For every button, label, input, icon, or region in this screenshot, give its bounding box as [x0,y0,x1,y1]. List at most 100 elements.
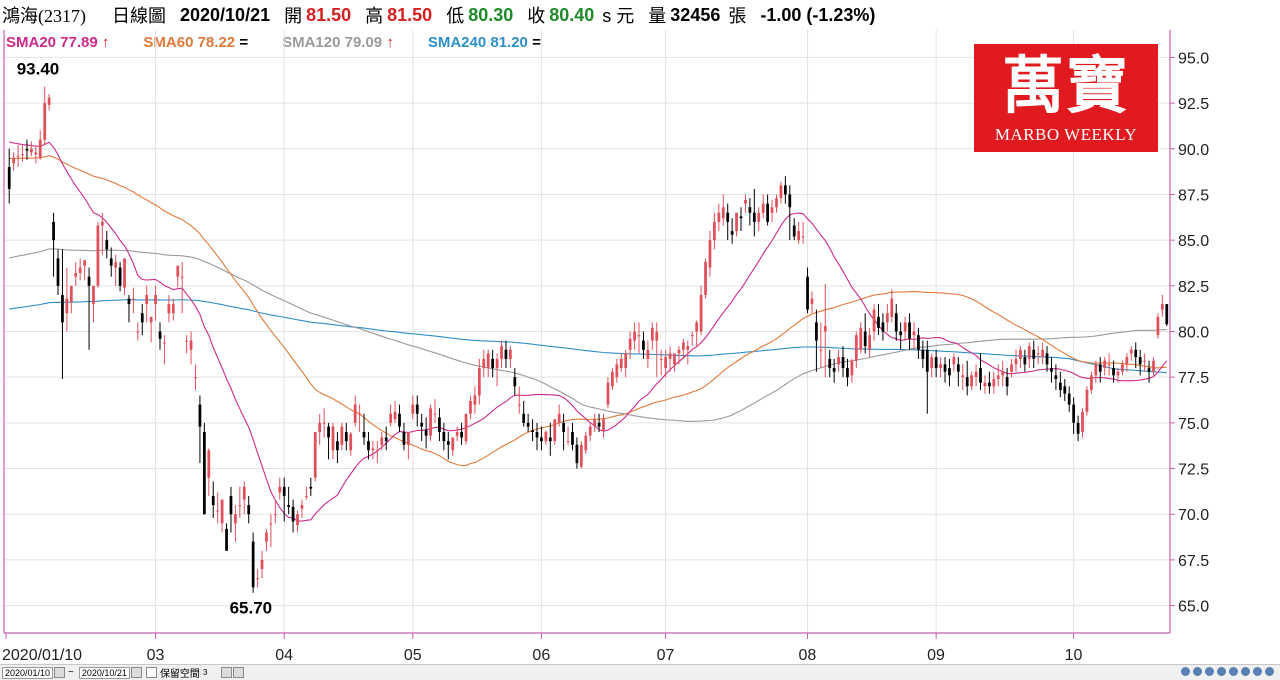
candle [1027,342,1031,369]
candle [225,523,228,551]
candle-body [783,185,787,195]
candle-body [637,335,641,337]
candle [1010,358,1013,378]
refresh-icon[interactable] [1229,667,1238,676]
candle [1125,353,1129,372]
candle-body [393,411,397,420]
candle [792,218,796,241]
zoom-out-button[interactable] [233,667,245,678]
nav-next-icon[interactable] [1205,667,1214,676]
candle-body [624,353,628,369]
ma-legend: SMA20 77.89 ↑ SMA60 78.22 = SMA120 79.09… [0,31,569,53]
candle [1094,360,1098,383]
end-date-field[interactable]: 2020/10/21 [78,666,130,679]
candlestick-chart[interactable]: 65.0 67.5 70.0 72.5 75.0 77.5 80.0 82.5 85.0 87.5… [0,0,1280,664]
candle [349,432,353,456]
export-icon[interactable] [1265,667,1274,676]
candle [690,331,694,347]
candle-body [575,444,579,464]
candle [1107,353,1111,376]
nav-prev-icon[interactable] [1193,667,1202,676]
high-annotation: 93.40 [17,60,60,79]
candle-body [748,207,752,213]
candle [327,422,330,460]
candle [562,413,565,451]
candle [677,346,681,365]
end-date-dropdown-icon[interactable] [130,667,142,678]
candle-body [1058,382,1062,390]
candle [868,327,872,358]
candle [1036,346,1040,365]
candle-body [1014,358,1018,365]
candle [1023,349,1027,372]
zoom-in-button[interactable] [221,667,233,678]
candle [686,340,690,365]
print-icon[interactable] [1253,667,1262,676]
candle-body [673,353,676,365]
candle-body [433,413,437,415]
candle [313,432,317,482]
candle [801,221,805,244]
candle-body [970,375,974,387]
candle-body [327,426,330,438]
y-tick-label: 65.0 [1178,599,1209,616]
candle [78,258,82,281]
candle [207,448,211,496]
legend-sma60-text: SMA60 78.22 [143,33,236,51]
candle [628,331,632,359]
candle [202,422,206,515]
sma240-line [9,299,1167,374]
candle [828,349,832,378]
keep-space-checkbox[interactable] [145,667,157,678]
candle [588,422,592,442]
candle [619,353,623,372]
settings-icon[interactable] [1241,667,1250,676]
start-date-dropdown-icon[interactable] [54,667,66,678]
candle [890,289,894,323]
candle [265,528,268,551]
y-tick-label: 92.5 [1178,96,1209,113]
price-change: -1.00 (-1.23%) [760,4,876,25]
candle-body [890,298,894,317]
legend-sma240-arrow: = [532,33,541,51]
candle [415,395,419,427]
candle [717,203,721,231]
nav-last-icon[interactable] [1217,667,1226,676]
candle [1116,368,1120,383]
candle [362,413,366,445]
candle-body [846,368,849,378]
candle [1138,349,1142,376]
candle [602,413,605,438]
candle-body [948,368,951,376]
candle [486,349,490,378]
volume-value: 32456 [670,4,721,25]
candle [300,499,304,518]
x-tick-label: 08 [799,647,817,664]
candle-body [513,377,517,387]
candle-body [211,495,215,506]
candle [1067,386,1071,412]
candle-body [260,559,264,570]
nav-first-icon[interactable] [1181,667,1190,676]
candle-body [828,358,832,369]
candle-body [331,426,335,451]
candle [504,340,508,369]
candle [12,152,16,171]
annotations: 93.40 65.70 [17,60,272,618]
candle [7,148,11,204]
start-date-field[interactable]: 2020/01/10 [2,666,54,679]
candle [948,358,951,387]
candle [482,349,486,378]
candle [788,185,792,241]
candle [1014,349,1018,372]
candle-body [894,313,898,332]
candle-body [1160,304,1164,310]
candle [535,422,539,451]
keep-space-count[interactable]: 3 [202,668,208,677]
candle [522,400,526,427]
legend-sma20-arrow: ↑ [101,33,110,51]
candle-body [996,375,1000,380]
candle [123,258,126,295]
candle [721,194,725,226]
candle-body [171,304,175,314]
